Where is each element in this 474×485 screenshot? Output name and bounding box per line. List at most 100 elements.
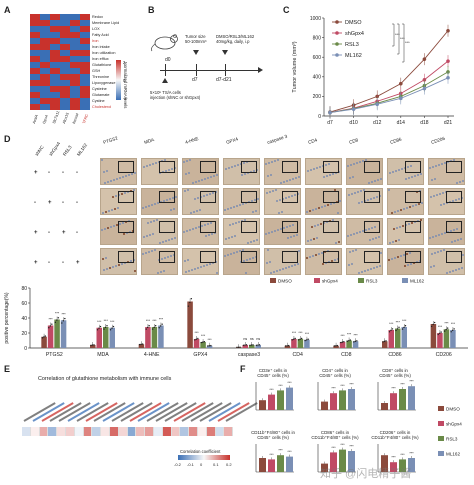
heatmap-cell [50,56,61,63]
ihc-zoom-inset [446,191,462,203]
bar [443,329,450,348]
bar-point [146,326,149,329]
ihc-cell-dot [198,180,200,182]
bar-point [158,327,160,329]
bar-sig: *** [61,312,66,316]
ihc-cell-dot [404,265,406,267]
bar-point [391,328,394,330]
heatmap-cell [40,20,51,27]
bar-point [93,344,95,346]
bar-sig: *** [451,322,456,326]
ihc-cell-dot [110,180,112,182]
legend-label: RSL3 [345,42,359,48]
ihc-cell-dot [175,196,177,198]
correlation-colorbar-tick: -0.2 [174,462,181,467]
tumor-volume-chart: 0 200 400 600 800 1000 d7 d10 d12 d14 d18 d21 Tumor … [292,16,454,126]
heatmap-cell [80,98,91,105]
ihc-cell-dot [367,199,369,201]
bar-legend-swatch [270,278,276,283]
x-tick-label: d14 [397,120,406,126]
bar-point [90,344,92,346]
ihc-cell-dot [224,209,226,211]
bar [41,336,47,348]
ihc-cell-dot [326,175,328,177]
ihc-image-tile [141,188,178,215]
bar-point [340,341,342,344]
heatmap-cell [30,50,41,57]
bar-point [300,337,303,340]
flow-bar-sig: *** [331,387,336,391]
ihc-cell-dot [271,161,273,163]
ihc-cell-dot [451,241,453,243]
ihc-cell-dot [294,264,296,266]
heatmap-colorbar-tick-top: 2 [123,60,126,65]
ihc-cell-dot [197,267,199,269]
bar-point [451,329,454,332]
correlation-cell [206,427,216,436]
bar-point [438,332,441,334]
ihc-cell-dot [124,192,126,194]
bar-point [41,337,44,339]
flow-panel-title: CD11b⁺F4/80⁺ cells (%) [371,435,419,440]
ihc-stain-label: CD8 [348,137,359,145]
ihc-cell-dot [152,233,154,235]
ihc-cell-dot [169,198,171,200]
ihc-cell-dot [167,256,169,258]
bar [54,319,60,348]
bar-point [445,328,447,331]
bar-y-tick-label: 20 [21,331,27,337]
ihc-cell-dot [235,222,237,224]
bar-point [111,327,113,329]
ihc-cell-dot [356,162,358,164]
ihc-cell-dot [273,271,275,273]
ihc-cell-dot [216,174,218,176]
bar-point [239,346,241,348]
correlation-colorbar-title: Correlation coefficient [180,449,221,454]
flow-bar [399,459,406,472]
ihc-cell-dot [411,222,413,224]
ihc-cell-dot [316,237,318,239]
ihc-cell-dot [459,181,461,183]
bar-point [237,346,240,348]
bar-point [401,328,404,330]
ihc-cell-dot [362,230,364,232]
ihc-cell-dot [286,226,288,228]
correlation-labels [10,384,259,426]
ihc-zoom-inset [241,191,257,203]
heatmap-cell [70,92,81,99]
ihc-cell-dot [242,249,244,251]
ihc-cell-dot [185,173,187,175]
tick-d0 [165,64,166,76]
bar-sig: ns [256,337,260,341]
bar-point [154,325,157,327]
ihc-cell-dot [204,178,206,180]
ihc-image-tile [387,158,424,185]
flow-bar [408,386,415,410]
heatmap-row-label: Cholesterol [92,105,112,109]
correlation-cell [39,427,49,436]
panel-e-label: E [4,364,11,374]
significance-bracket [402,23,405,63]
heatmap-row-label: Glutamate [92,93,110,97]
ihc-cell-dot [233,252,235,254]
data-point [446,28,450,33]
ihc-cell-dot [452,270,454,272]
ihc-cell-dot [105,257,107,259]
ihc-cell-dot [159,172,161,174]
bar-point [96,329,99,331]
bar-point [333,345,336,347]
ihc-image-tile [100,188,137,215]
ihc-cell-dot [400,255,402,257]
ihc-cell-dot [391,212,393,214]
ihc-zoom-inset [364,161,380,173]
ihc-cell-dot [440,250,442,252]
ihc-cell-dot [174,237,176,239]
bar-point [390,329,392,332]
ihc-cell-dot [441,163,443,165]
ihc-cell-dot [101,159,103,161]
ihc-cell-dot [310,169,312,171]
ihc-cell-dot [236,251,238,253]
ihc-cell-dot [312,209,314,211]
ihc-cell-dot [441,233,443,235]
bar-point [51,323,53,325]
